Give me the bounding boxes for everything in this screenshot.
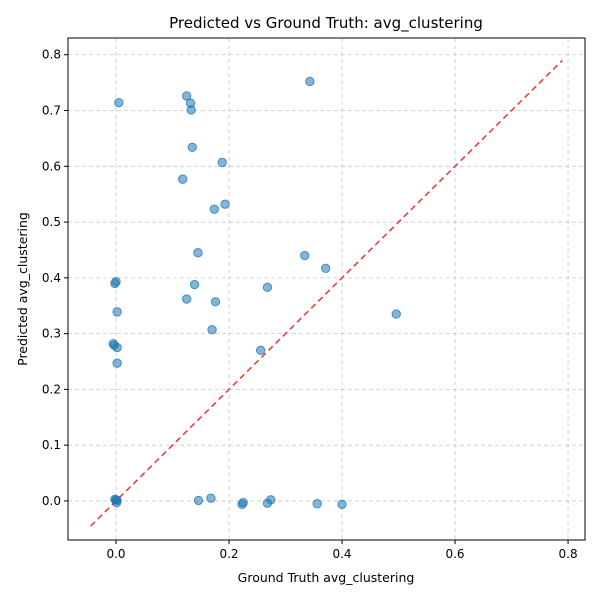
data-point — [305, 76, 315, 87]
y-tick-label: 0.1 — [42, 438, 61, 452]
data-point — [217, 157, 227, 168]
data-point — [255, 345, 266, 356]
data-point — [112, 358, 122, 368]
y-tick-label: 0.5 — [42, 215, 61, 229]
data-point — [312, 499, 322, 509]
data-point — [320, 263, 331, 274]
data-point — [220, 199, 230, 209]
data-points — [108, 76, 401, 510]
data-point — [207, 325, 217, 335]
y-tick-label: 0.7 — [42, 104, 61, 118]
data-point — [209, 204, 220, 214]
data-point — [300, 250, 310, 261]
y-tick-label: 0.4 — [42, 271, 61, 285]
data-point — [193, 248, 203, 258]
data-point — [178, 174, 188, 184]
data-point — [112, 342, 122, 353]
grid-lines — [68, 38, 585, 540]
y-tick-label: 0.0 — [42, 494, 61, 508]
x-tick-label: 0.4 — [332, 547, 351, 561]
data-point — [114, 98, 124, 108]
data-point — [110, 278, 120, 289]
data-point — [206, 493, 216, 503]
data-point — [112, 307, 122, 317]
x-tick-label: 0.0 — [106, 547, 125, 561]
chart-title: Predicted vs Ground Truth: avg_clusterin… — [169, 14, 483, 33]
data-point — [181, 91, 192, 101]
reference-line-layer — [90, 59, 563, 527]
y-axis-label: Predicted avg_clustering — [15, 212, 30, 366]
x-tick-label: 0.6 — [445, 547, 464, 561]
data-point — [193, 495, 204, 506]
data-point — [186, 105, 196, 115]
x-tick-label: 0.2 — [219, 547, 238, 561]
y-tick-label: 0.2 — [42, 382, 61, 396]
data-point — [337, 499, 347, 510]
y-axis-ticks: 0.0 0.1 0.2 0.3 0.4 0.5 0.6 0.7 0.8 — [42, 48, 68, 508]
x-axis-label: Ground Truth avg_clustering — [238, 570, 415, 585]
data-point — [237, 499, 247, 510]
y-tick-label: 0.8 — [42, 48, 61, 62]
data-point — [111, 497, 122, 508]
x-axis-ticks: 0.0 0.2 0.4 0.6 0.8 — [106, 540, 578, 561]
x-tick-label: 0.8 — [559, 547, 578, 561]
identity-reference-line — [90, 59, 563, 527]
y-tick-label: 0.3 — [42, 327, 61, 341]
plot-area-frame — [67, 37, 586, 541]
data-point — [262, 498, 273, 508]
data-point — [187, 142, 198, 153]
y-tick-label: 0.6 — [42, 159, 61, 173]
data-point — [181, 294, 192, 304]
data-point — [262, 282, 273, 293]
data-point — [189, 279, 200, 290]
data-point — [391, 309, 401, 319]
data-point — [210, 297, 221, 307]
